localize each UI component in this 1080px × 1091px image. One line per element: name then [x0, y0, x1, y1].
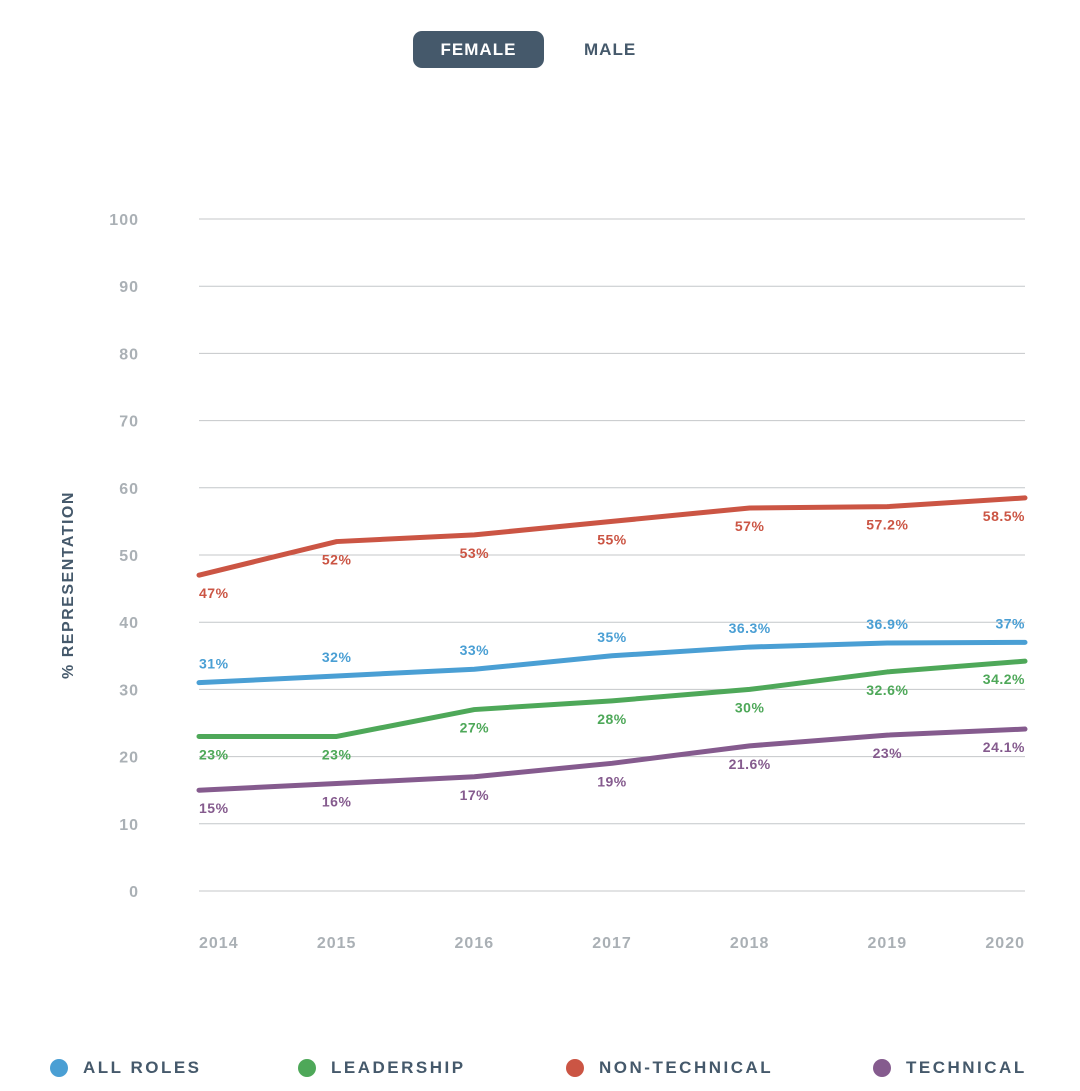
data-label: 17% — [460, 787, 490, 803]
series-line — [196, 658, 1028, 739]
technical-dot-icon — [873, 1059, 891, 1077]
data-label: 47% — [199, 585, 229, 601]
x-tick-label: 2017 — [592, 935, 632, 952]
series-line — [196, 639, 1028, 686]
data-label: 28% — [597, 711, 627, 727]
all-roles-dot-icon — [50, 1059, 68, 1077]
legend-item-leadership[interactable]: LEADERSHIP — [298, 1058, 466, 1078]
data-label: 31% — [199, 656, 229, 672]
y-tick-label: 60 — [119, 481, 139, 498]
legend-label: LEADERSHIP — [331, 1058, 466, 1077]
data-label: 57.2% — [866, 517, 908, 533]
data-label: 55% — [597, 531, 627, 547]
data-label: 36.3% — [729, 620, 771, 636]
x-tick-label: 2014 — [199, 935, 239, 952]
data-label: 24.1% — [983, 739, 1025, 755]
data-label: 36.9% — [866, 616, 908, 632]
data-label: 19% — [597, 773, 627, 789]
legend-item-technical[interactable]: TECHNICAL — [873, 1058, 1027, 1078]
x-tick-label: 2015 — [317, 935, 357, 952]
gender-toggle: FEMALE MALE — [413, 31, 636, 68]
x-tick-label: 2016 — [455, 935, 495, 952]
y-tick-label: 90 — [119, 279, 139, 296]
y-tick-label: 80 — [119, 346, 139, 363]
line-chart: 0 10 20 30 40 50 60 70 80 90 100 2014 2015 2016 2017 20… — [60, 212, 1028, 952]
data-label: 32.6% — [866, 682, 908, 698]
y-tick-label: 100 — [109, 212, 139, 229]
y-axis-label: % REPRESENTATION — [60, 491, 77, 679]
data-label: 23% — [322, 746, 352, 762]
non-technical-dot-icon — [566, 1059, 584, 1077]
chart-legend: ALL ROLES LEADERSHIP NON-TECHNICAL TECHN… — [0, 1058, 1080, 1082]
y-tick-label: 10 — [119, 817, 139, 834]
y-tick-label: 0 — [129, 884, 139, 901]
data-label: 21.6% — [729, 756, 771, 772]
data-label: 53% — [460, 545, 490, 561]
data-label: 37% — [995, 615, 1025, 631]
data-label: 35% — [597, 629, 627, 645]
series-line — [196, 495, 1028, 578]
legend-item-non-technical[interactable]: NON-TECHNICAL — [566, 1058, 773, 1078]
data-label: 33% — [460, 642, 490, 658]
data-label: 27% — [460, 720, 490, 736]
data-label: 23% — [199, 746, 229, 762]
data-label: 15% — [199, 800, 229, 816]
y-tick-label: 70 — [119, 414, 139, 431]
data-label: 57% — [735, 518, 765, 534]
data-label: 16% — [322, 793, 352, 809]
female-tab-button[interactable]: FEMALE — [413, 31, 544, 68]
series-line — [196, 726, 1028, 793]
leadership-dot-icon — [298, 1059, 316, 1077]
data-label: 32% — [322, 649, 352, 665]
y-tick-label: 40 — [119, 615, 139, 632]
y-tick-label: 30 — [119, 682, 139, 699]
legend-label: ALL ROLES — [83, 1058, 202, 1077]
legend-label: TECHNICAL — [906, 1058, 1027, 1077]
data-label: 52% — [322, 552, 352, 568]
legend-item-all-roles[interactable]: ALL ROLES — [50, 1058, 202, 1078]
male-tab-button[interactable]: MALE — [584, 31, 636, 68]
data-label: 34.2% — [983, 671, 1025, 687]
data-label: 58.5% — [983, 508, 1025, 524]
legend-label: NON-TECHNICAL — [599, 1058, 774, 1077]
x-tick-label: 2019 — [868, 935, 908, 952]
y-tick-label: 20 — [119, 750, 139, 767]
data-label: 30% — [735, 699, 765, 715]
x-tick-label: 2020 — [985, 935, 1025, 952]
y-tick-label: 50 — [119, 548, 139, 565]
x-tick-label: 2018 — [730, 935, 770, 952]
data-label: 23% — [873, 745, 903, 761]
